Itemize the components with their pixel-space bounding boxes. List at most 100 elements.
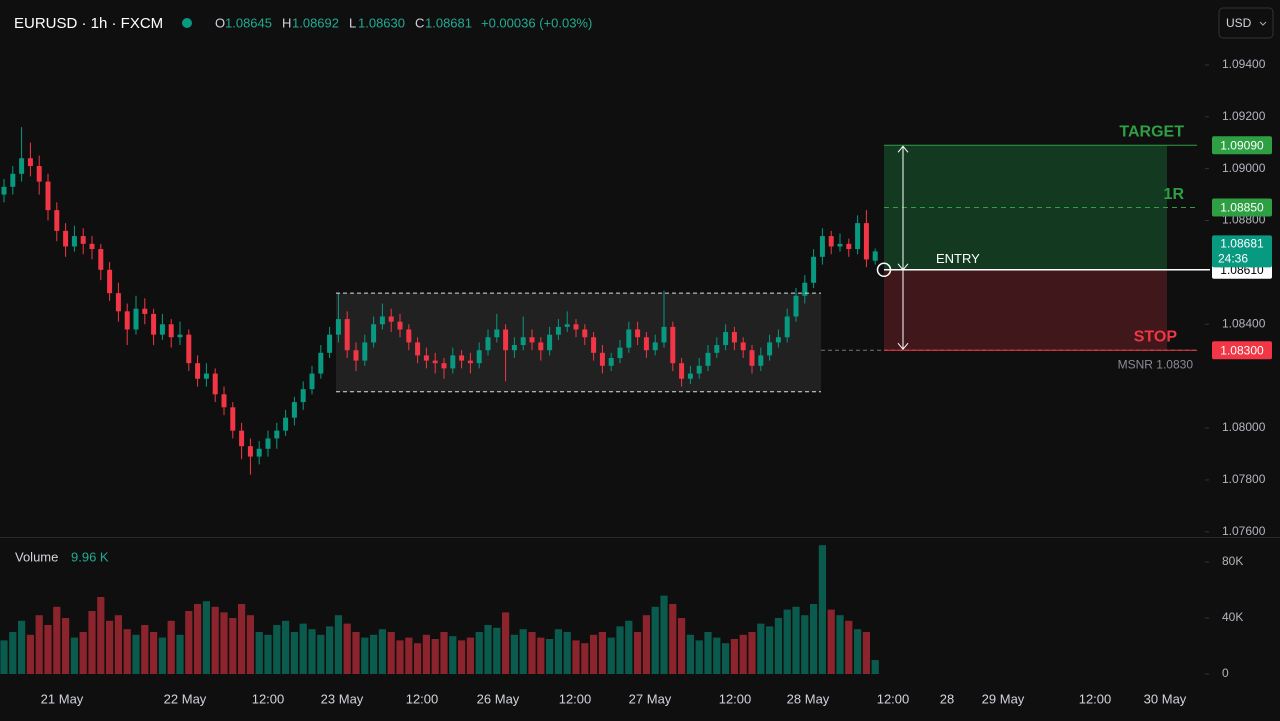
volume-bar [370, 634, 378, 674]
candle-body [168, 324, 174, 338]
candle-body [573, 324, 579, 330]
level-price-label: 1.09090 [1220, 138, 1264, 152]
y-tick-label: 1.09400 [1222, 57, 1266, 71]
level-price-tag [1212, 198, 1272, 217]
candle-body [133, 308, 139, 330]
candle-body [749, 350, 755, 366]
volume-title: Volume [15, 549, 58, 564]
last-price-label: 1.08681 [1220, 237, 1264, 251]
volume-bar [343, 623, 351, 674]
candle-body [476, 350, 482, 364]
volume-bar [801, 615, 809, 674]
candle-body [652, 342, 658, 351]
volume-bar [378, 629, 386, 674]
candle-body [441, 363, 447, 369]
volume-bar [634, 632, 642, 674]
volume-bar [18, 620, 26, 674]
x-tick-label: 12:00 [252, 691, 285, 706]
low-key: L [349, 15, 356, 30]
candle-body [555, 326, 561, 335]
volume-bar [458, 640, 466, 674]
volume-bar [176, 634, 184, 674]
volume-bar [598, 632, 606, 674]
volume-bar [792, 606, 800, 674]
candle-body [775, 337, 781, 343]
level-price-label: 1.08850 [1220, 201, 1264, 215]
x-tick-label: 30 May [1144, 691, 1187, 706]
volume-bar [466, 637, 474, 674]
arrow-head [897, 342, 909, 350]
volume-bar [845, 620, 853, 674]
candle-body [80, 236, 86, 244]
volume-bar [590, 634, 598, 674]
volume-bar [123, 629, 131, 674]
level-price-label: 1.08300 [1220, 343, 1264, 357]
candle-body [467, 360, 473, 364]
volume-bar [106, 620, 114, 674]
profit-zone [884, 145, 1167, 270]
volume-bar [317, 634, 325, 674]
change: +0.00036 (+0.03%) [481, 15, 592, 30]
volume-bar [246, 615, 254, 674]
candle-body [379, 316, 385, 325]
candle-body [758, 355, 764, 366]
volume-bar [572, 640, 580, 674]
volume-bar [299, 623, 307, 674]
overlay-layer: 1.094001.092001.090001.088001.084001.080… [41, 57, 1272, 706]
x-tick-label: 28 [940, 691, 954, 706]
volume-bar [686, 634, 694, 674]
candle-body [714, 345, 720, 353]
candle-body [520, 337, 526, 346]
volume-bar [475, 632, 483, 674]
candle-body [837, 243, 843, 247]
volume-bar [563, 632, 571, 674]
volume-bar [273, 625, 281, 674]
volume-bar [26, 634, 34, 674]
volume-bar [387, 632, 395, 674]
candle-body [723, 332, 729, 346]
candle-body [142, 308, 148, 314]
volume-bar [334, 615, 342, 674]
volume-bar [9, 632, 17, 674]
volume-bar [827, 609, 835, 674]
candle-body [696, 365, 702, 374]
volume-bar [79, 632, 87, 674]
volume-bar [167, 620, 175, 674]
dropdown-caret [1259, 21, 1267, 26]
volume-bar [405, 637, 413, 674]
candle-body [124, 311, 130, 330]
candle-body [221, 394, 227, 408]
volume-bar [229, 618, 237, 674]
close-key: C [415, 15, 424, 30]
x-tick-label: 21 May [41, 691, 84, 706]
volume-bar [326, 626, 334, 674]
volume-bar [818, 545, 826, 674]
volume-bar [678, 618, 686, 674]
candle-body [309, 373, 315, 390]
currency-button[interactable] [1218, 7, 1274, 39]
candle-body [388, 316, 394, 322]
volume-bar [0, 640, 8, 674]
volume-bar [282, 620, 290, 674]
arrow-head [897, 263, 909, 271]
level-name: ENTRY [936, 251, 980, 266]
volume-bar [616, 626, 624, 674]
candle-body [529, 337, 535, 343]
candle-body [203, 373, 209, 379]
candle-body [494, 329, 500, 338]
candle-body [599, 352, 605, 366]
loss-zone [884, 269, 1167, 351]
volume-last: 9.96 K [71, 549, 109, 564]
volume-bar [396, 640, 404, 674]
candle-body [98, 249, 104, 270]
volume-bar [519, 629, 527, 674]
x-tick-label: 12:00 [719, 691, 752, 706]
level-price-tag [1212, 341, 1272, 360]
candle-body [608, 358, 614, 366]
volume-bar [581, 643, 589, 674]
candle-body [291, 402, 297, 418]
candle-body [617, 347, 623, 358]
volume-bar [748, 632, 756, 674]
x-tick-label: 27 May [629, 691, 672, 706]
y-tick-label: 1.08400 [1222, 316, 1266, 330]
